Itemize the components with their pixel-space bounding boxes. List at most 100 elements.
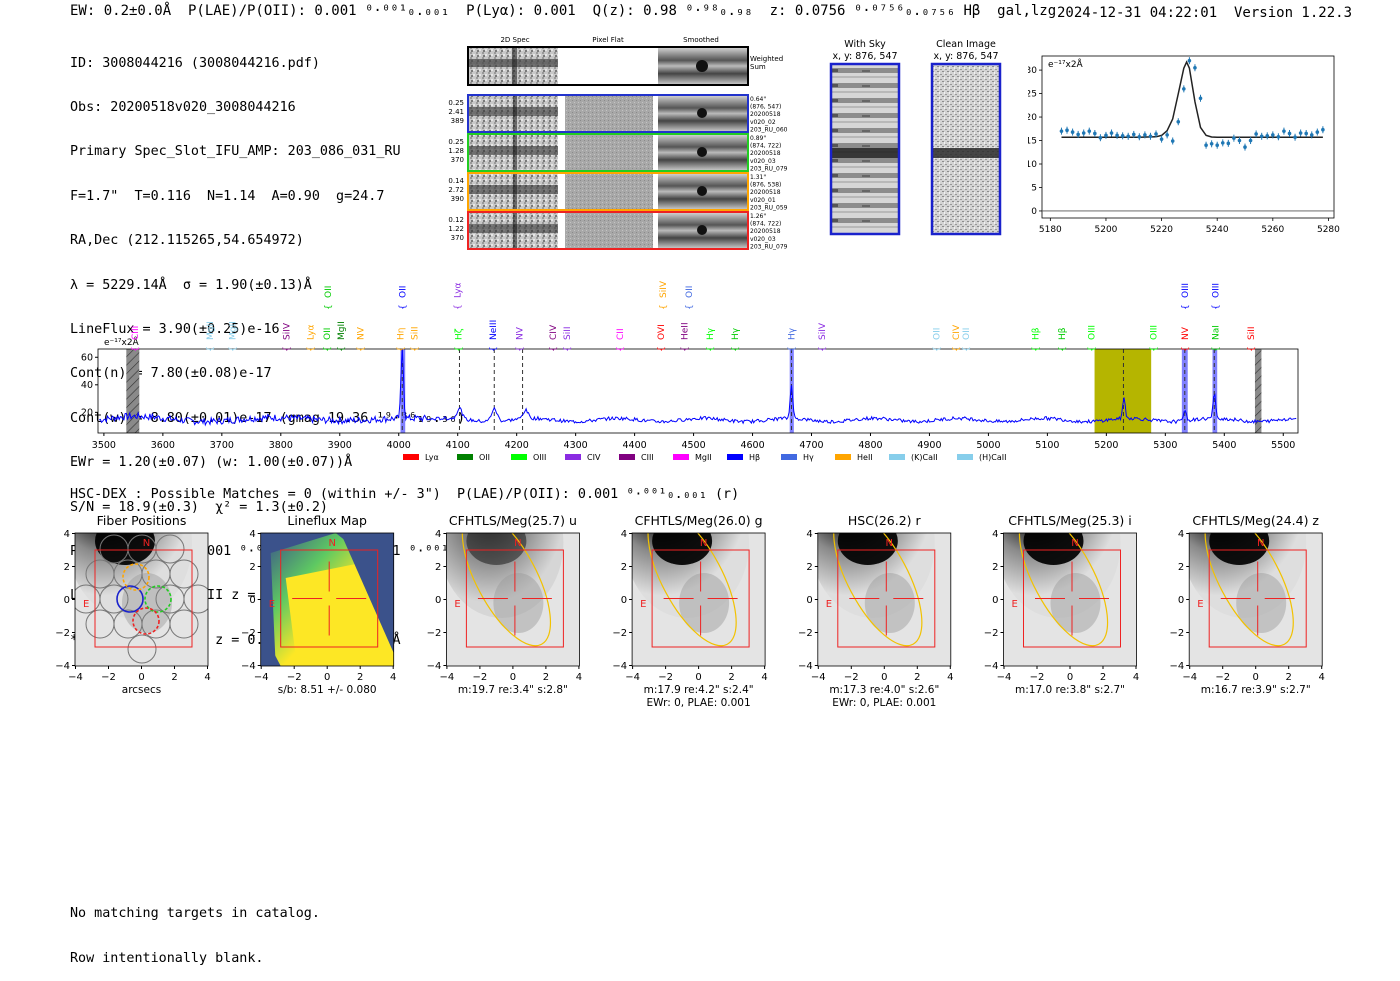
line-id-text: MgII [206, 321, 216, 340]
cutout-row-stat: 2.72 [448, 186, 464, 194]
panel-caption: m:17.0 re:3.8" s:2.7" [1015, 684, 1125, 696]
x-tick-label: 3600 [151, 440, 175, 451]
spectrum-cutouts: 2D Spec Pixel Flat Smoothed Weighted Sum… [448, 36, 788, 250]
north-marker: N [514, 538, 521, 549]
data-point [1165, 133, 1169, 137]
data-point [1271, 133, 1275, 137]
x-tick-label: 4900 [917, 440, 941, 451]
panel-caption: m:17.9 re:4.2" s:2.4" [644, 684, 754, 696]
line-id-text: SiIV [283, 322, 293, 340]
data-point [1309, 133, 1314, 137]
x-tick-label: −4 [997, 672, 1012, 683]
y-tick-label: 4 [435, 529, 441, 540]
data-point [1220, 141, 1225, 145]
cutout-row-meta: v020_02 [750, 119, 776, 126]
y-tick-label: 4 [806, 529, 812, 540]
line-id-text: SiIV [818, 322, 828, 340]
x-tick-label: 5180 [1039, 225, 1062, 234]
line-id-label: SiII { [563, 326, 573, 352]
line-id-text: SiIV [659, 280, 669, 298]
x-tick-label: −4 [68, 672, 83, 683]
line-id-brace: { [131, 346, 141, 352]
x-tick-label: 4 [204, 672, 210, 683]
y-tick-label: 60 [81, 352, 93, 363]
data-point [1315, 130, 1320, 134]
cutout-row-meta: (876, 538) [750, 182, 781, 189]
line-id-brace: { [337, 346, 347, 352]
fiber-circle [132, 607, 160, 635]
y-tick-label: 2 [435, 562, 441, 573]
data-point [1287, 131, 1292, 136]
x-tick-label: −2 [844, 672, 859, 683]
info-line: Primary Spec_Slot_IFU_AMP: 203_086_031_R… [70, 144, 401, 160]
imaging-panel-lineflux: Lineflux Map N E −4−4 −2 −2 0 0 2 2 4 4 s/b: 8.51 +/… [241, 513, 396, 696]
y-tick-label: 40 [81, 380, 93, 391]
x-tick-label: 4 [390, 672, 396, 683]
imaging-panel-g: CFHTLS/Meg(26.0) g N E −4−4 −2 −2 0 0 2 2 4 4 m:17.9… [612, 513, 767, 709]
info-line: RA,Dec (212.115265,54.654972) [70, 233, 304, 249]
line-marker-band [1212, 349, 1218, 433]
data-point [1154, 132, 1158, 136]
catalog-note: No matching targets in catalog. Row inte… [70, 876, 320, 981]
line-id-text: OII [933, 328, 943, 340]
line-id-label: Hγ { [706, 327, 716, 352]
panel-caption: m:16.7 re:3.9" s:2.7" [1201, 684, 1311, 696]
fiber-circle [169, 609, 199, 639]
panel-image [75, 533, 208, 666]
y-tick-label: −2 [1169, 628, 1184, 639]
aperture-ellipse [1204, 533, 1294, 647]
emission-window-band [1094, 349, 1152, 433]
cutout-row-frame [467, 94, 749, 133]
search-box [837, 549, 936, 648]
line-id-text: Hβ [1058, 327, 1068, 340]
line-id-label: NeIII { [489, 320, 499, 352]
sky-clean-images: With Sky x, y: 876, 547 Clean Image x, y… [829, 39, 1002, 236]
x-tick-label: 2 [1286, 672, 1292, 683]
line-id-brace: { [1150, 346, 1160, 352]
line-id-text: HeII [681, 322, 691, 340]
fiber-circle [122, 563, 150, 591]
fiber-circle [155, 534, 185, 564]
line-id-text: MgII [337, 321, 347, 340]
panel-title: Lineflux Map [287, 513, 367, 528]
y-tick-label: −2 [612, 628, 627, 639]
line-id-label: Hγ { [731, 327, 741, 352]
line-id-label: OII { [323, 328, 333, 352]
data-point [1104, 133, 1108, 138]
y-tick-label: 30 [1028, 66, 1037, 76]
line-id-brace: { [489, 346, 499, 352]
north-marker: N [1071, 538, 1078, 549]
info-line: λ = 5229.14Å σ = 1.90(±0.13)Å [70, 277, 312, 293]
cutout-row-stat: 370 [451, 156, 464, 164]
data-point [1170, 139, 1175, 143]
legend-label: MgII [695, 453, 712, 462]
cutout-pixel-flat [565, 134, 653, 171]
line-id-text: Hγ [787, 327, 797, 340]
y-tick-label: 15 [1028, 137, 1037, 147]
y-tick-label: 0 [992, 595, 998, 606]
legend-swatch [781, 454, 797, 460]
x-tick-label: 4 [761, 672, 767, 683]
line-id-brace: { [1211, 346, 1221, 352]
x-tick-label: 5240 [1206, 225, 1229, 234]
x-tick-label: 2 [914, 672, 920, 683]
x-tick-label: 0 [695, 672, 701, 683]
fit-axes-frame [1041, 55, 1335, 219]
line-id-brace: { [962, 346, 972, 352]
line-id-label: CIV { [549, 324, 559, 352]
data-point [1254, 132, 1258, 136]
panel-image [446, 533, 580, 666]
x-tick-label: 0 [881, 672, 887, 683]
y-unit-label: e⁻¹⁷x2Å [104, 336, 140, 348]
x-tick-label: 5220 [1150, 225, 1173, 234]
masked-region [1254, 349, 1262, 433]
x-tick-label: −4 [811, 672, 826, 683]
line-id-label: OII { [324, 286, 334, 310]
imaging-panel-fiber: Fiber Positions N E −4−4 −2 −2 0 0 2 2 4 4 arcsecs [55, 513, 210, 696]
data-point [1098, 135, 1103, 140]
line-id-label: OII { [933, 328, 943, 352]
line-id-brace: { [1032, 346, 1042, 352]
cutout-row-meta: v020_03 [750, 236, 776, 243]
